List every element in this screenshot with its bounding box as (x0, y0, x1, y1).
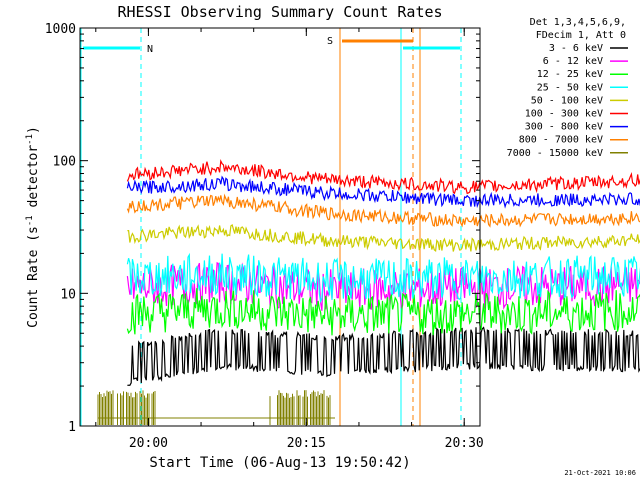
series-trace-6-seg-1 (126, 159, 640, 195)
legend-label-2: 6 - 12 keV (543, 56, 603, 67)
legend-label-8: 800 - 7000 keV (519, 135, 603, 146)
legend-label-6: 100 - 300 keV (525, 109, 603, 120)
chart-title: RHESSI Observing Summary Count Rates (117, 3, 442, 21)
legend-label-7: 300 - 800 keV (525, 122, 603, 133)
saa-marker-label: S (327, 36, 333, 47)
y-tick-label-1: 10 (60, 287, 76, 302)
y-tick-label-3: 1000 (45, 22, 76, 37)
series-trace-5-seg-1 (127, 224, 640, 253)
legend-label-3: 12 - 25 keV (537, 69, 603, 80)
y-tick-label-0: 1 (68, 420, 76, 435)
legend-header-line1: Det 1,3,4,5,6,9, (530, 17, 626, 28)
y-axis-label: Count Rate (s-1 detector-1) (25, 126, 41, 328)
plot-frame (79, 27, 481, 427)
legend-label-4: 25 - 50 keV (537, 82, 603, 93)
x-tick-label-1: 20:15 (287, 436, 326, 451)
x-axis-label: Start Time (06-Aug-13 19:50:42) (149, 455, 410, 471)
x-tick-label-0: 20:00 (129, 436, 168, 451)
series-trace-3-seg-1 (126, 288, 640, 336)
series-layer (126, 159, 640, 386)
attenuator-shading-layer (97, 390, 335, 425)
series-trace-7-seg-1 (126, 175, 640, 209)
legend-label-9: 7000 - 15000 keV (507, 148, 603, 159)
series-trace-1-seg-1 (127, 326, 640, 386)
legend: Det 1,3,4,5,6,9, FDecim 1, Att 0 3 - 6 k… (507, 17, 628, 159)
axis-ticks-layer: 20:00 20:15 20:30 1 10 100 1000 (45, 22, 484, 451)
series-trace-8-seg-1 (126, 193, 640, 228)
legend-label-1: 3 - 6 keV (549, 43, 603, 54)
legend-header-line2: FDecim 1, Att 0 (536, 30, 626, 41)
generation-timestamp: 21-Oct-2021 10:06 (564, 469, 636, 477)
night-marker-label: N (147, 44, 153, 55)
x-tick-label-2: 20:30 (445, 436, 484, 451)
series-trace-4-seg-1 (126, 252, 640, 304)
y-tick-label-2: 100 (53, 155, 76, 170)
legend-label-5: 50 - 100 keV (531, 95, 603, 106)
